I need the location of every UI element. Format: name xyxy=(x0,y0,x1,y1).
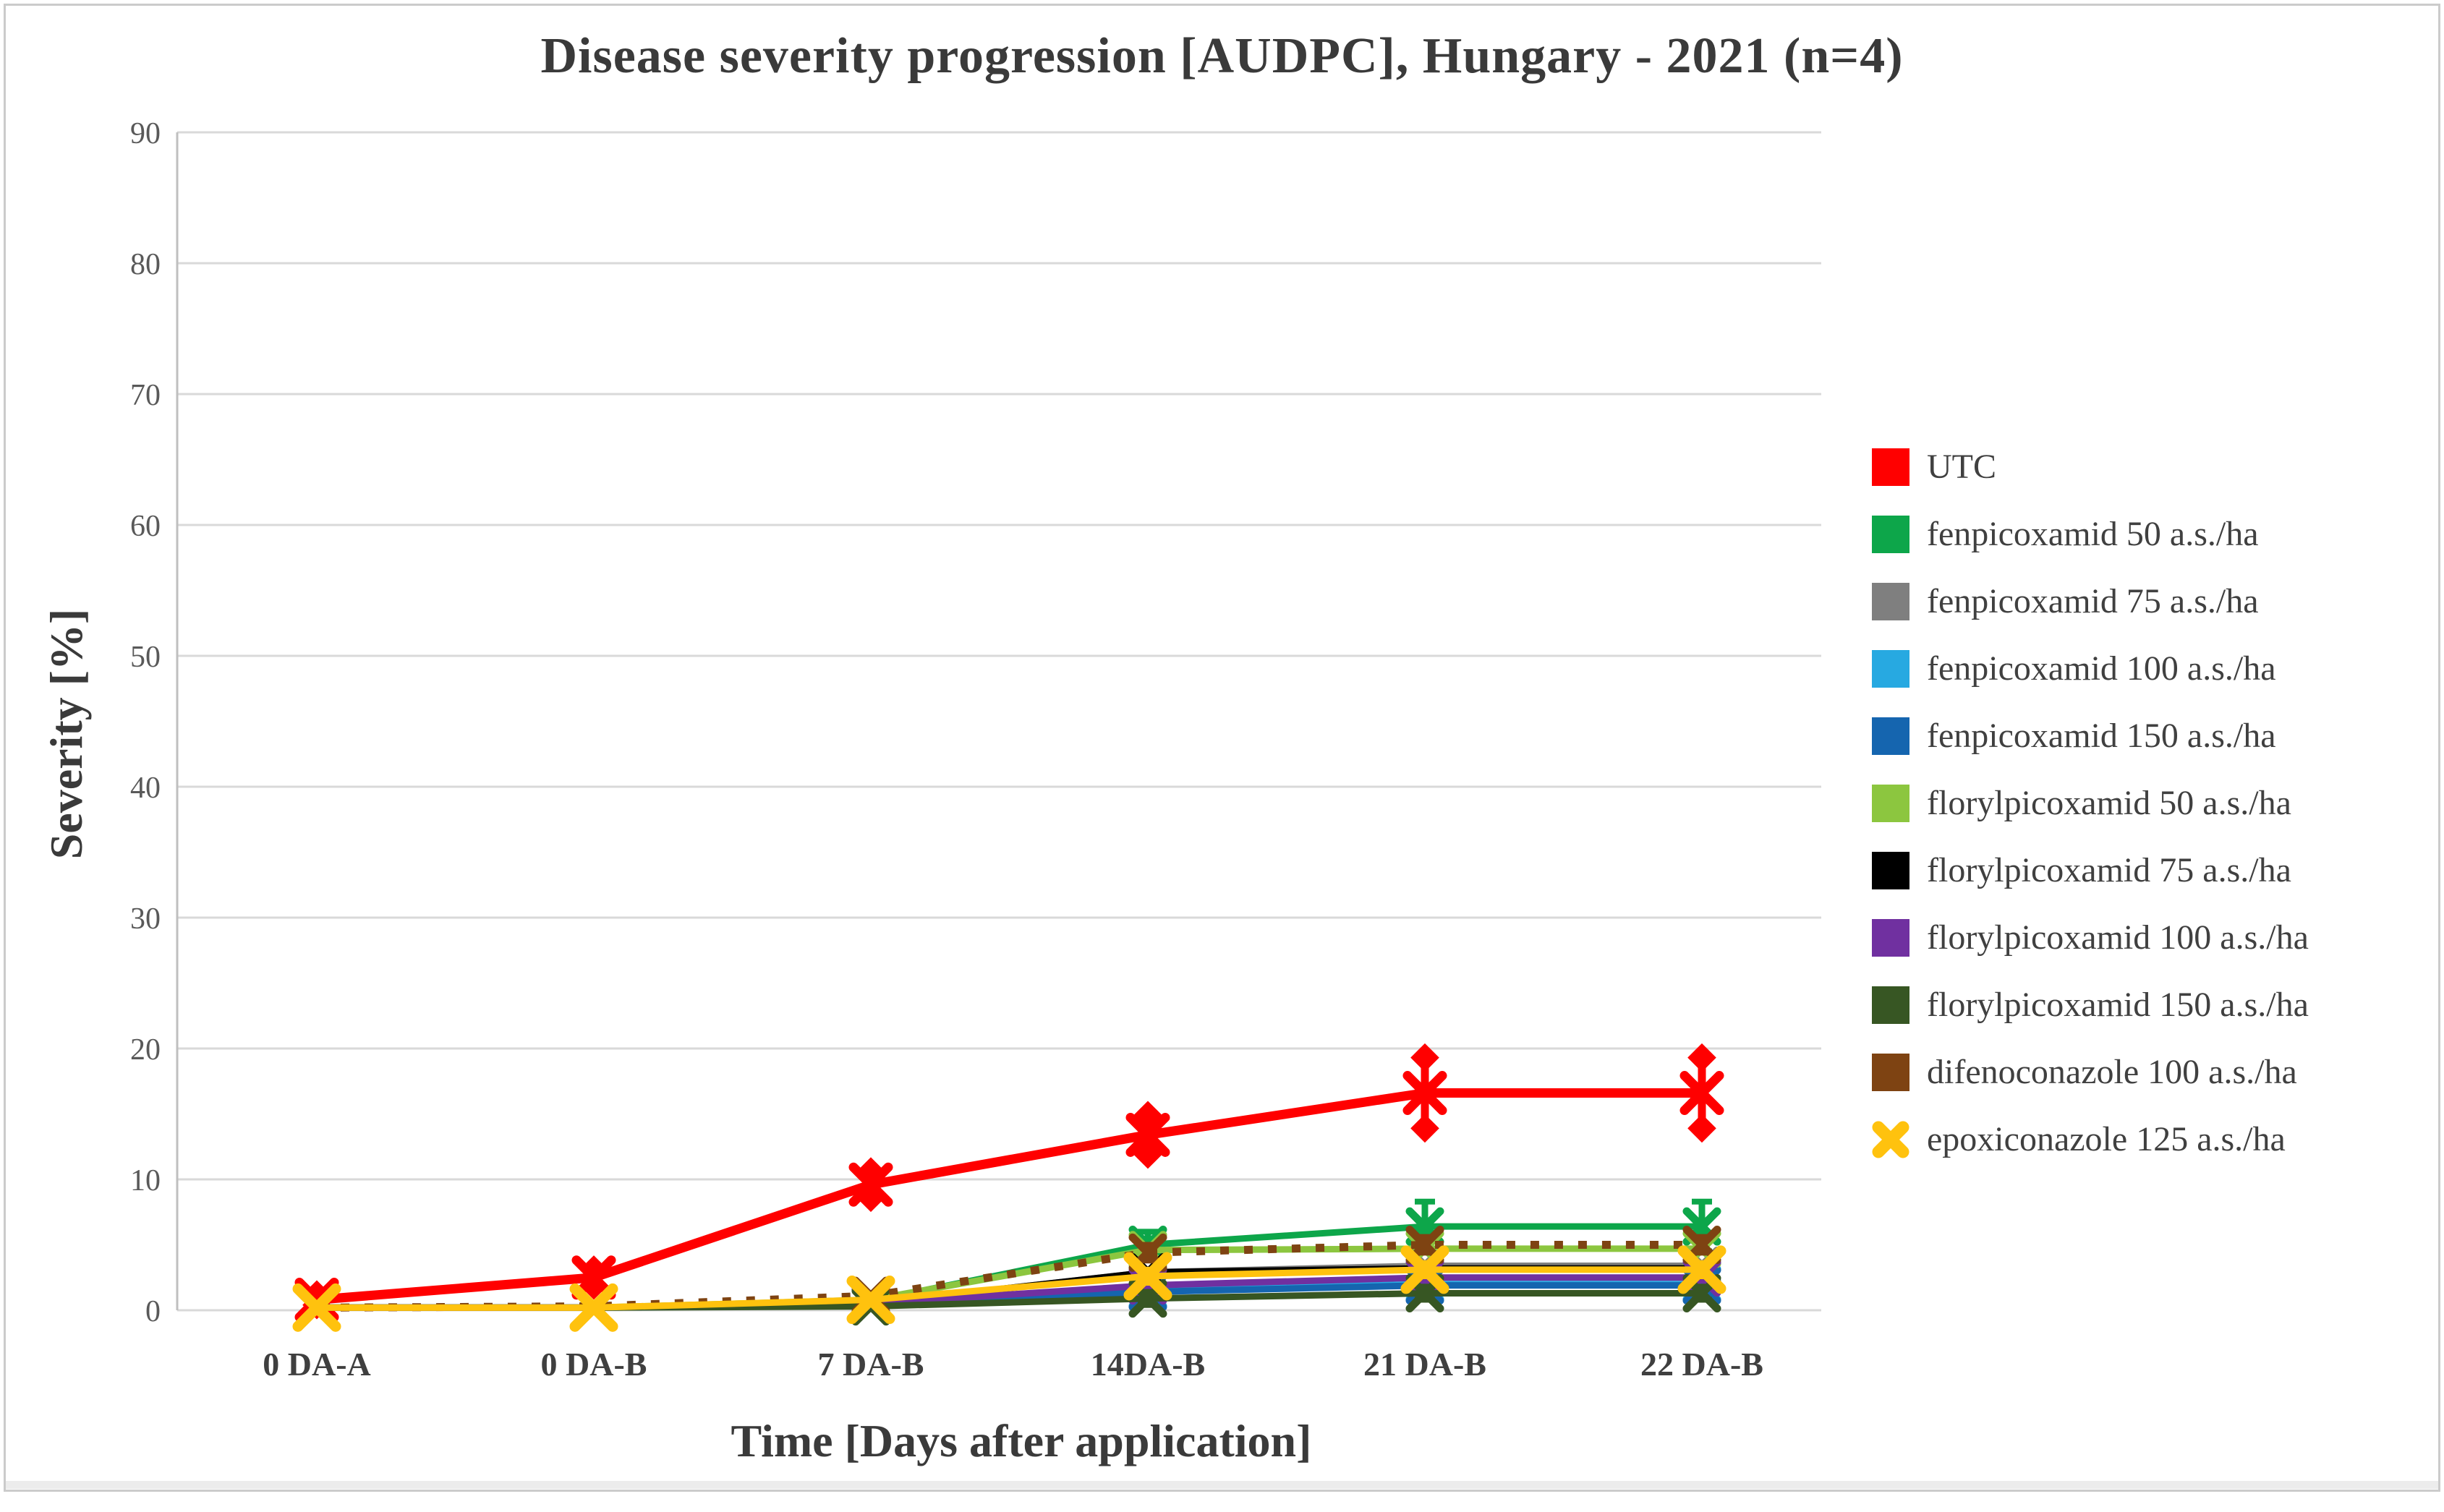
x-tick-label: 22 DA-B xyxy=(1640,1346,1763,1383)
legend: UTC fenpicoxamid 50 a.s./ha fenpicoxamid 7… xyxy=(1872,447,2309,1159)
legend-label: UTC xyxy=(1927,448,1996,486)
legend-label: difenoconazole 100 a.s./ha xyxy=(1927,1053,2297,1091)
y-tick-label: 40 xyxy=(130,772,161,805)
legend-swatch-icon xyxy=(1872,918,1909,957)
y-tick-label: 90 xyxy=(130,117,161,150)
x-marker-stroke xyxy=(1872,1121,1909,1158)
error-bar-cap xyxy=(1410,1114,1439,1143)
y-tick-label: 60 xyxy=(130,510,161,543)
legend-label: florylpicoxamid 150 a.s./ha xyxy=(1927,986,2309,1024)
legend-swatch-icon xyxy=(1872,582,1909,620)
series-utc xyxy=(294,1043,1724,1323)
legend-label: fenpicoxamid 150 a.s./ha xyxy=(1927,717,2276,755)
marker-x-icon xyxy=(846,1276,895,1325)
legend-item-fenpicoxamid-150: fenpicoxamid 150 a.s./ha xyxy=(1872,716,2309,756)
y-tick-label: 80 xyxy=(130,248,161,281)
legend-item-epoxiconazole-125: epoxiconazole 125 a.s./ha xyxy=(1872,1119,2309,1159)
x-tick-label: 7 DA-B xyxy=(818,1346,924,1383)
series-line-utc xyxy=(312,1088,1707,1305)
x-tick-label: 0 DA-B xyxy=(541,1346,647,1383)
marker-x-icon xyxy=(848,1162,893,1207)
legend-item-florylpicoxamid-75: florylpicoxamid 75 a.s./ha xyxy=(1872,850,2309,890)
legend-label: epoxiconazole 125 a.s./ha xyxy=(1927,1120,2286,1158)
x-tick-label: 14DA-B xyxy=(1091,1346,1205,1383)
error-bar-cap xyxy=(1687,1114,1716,1143)
y-tick-label: 20 xyxy=(130,1033,161,1067)
legend-item-florylpicoxamid-50: florylpicoxamid 50 a.s./ha xyxy=(1872,783,2309,823)
legend-swatch-icon xyxy=(1872,986,1909,1024)
legend-swatch-icon xyxy=(1872,784,1909,822)
x-axis-title: Time [Days after application] xyxy=(731,1415,1312,1466)
legend-swatch-icon xyxy=(1872,448,1909,486)
marker-x-icon xyxy=(1125,1112,1170,1157)
legend-item-fenpicoxamid-75: fenpicoxamid 75 a.s./ha xyxy=(1872,581,2309,621)
legend-swatch-icon xyxy=(1872,649,1909,688)
series-epoxiconazole-125 xyxy=(292,1245,1726,1332)
marker-x-icon xyxy=(1677,1245,1726,1294)
marker-x-icon xyxy=(1402,1071,1447,1116)
error-bar-cap xyxy=(1687,1043,1716,1072)
y-tick-label: 10 xyxy=(130,1164,161,1197)
legend-item-fenpicoxamid-50: fenpicoxamid 50 a.s./ha xyxy=(1872,514,2309,554)
legend-swatch-icon xyxy=(1872,515,1909,553)
legend-swatch-icon xyxy=(1872,1053,1909,1091)
y-tick-label: 50 xyxy=(130,641,161,674)
y-tick-label: 0 xyxy=(145,1295,161,1328)
legend-label: florylpicoxamid 100 a.s./ha xyxy=(1927,918,2309,957)
legend-item-florylpicoxamid-100: florylpicoxamid 100 a.s./ha xyxy=(1872,918,2309,957)
legend-item-difenoconazole-100: difenoconazole 100 a.s./ha xyxy=(1872,1052,2309,1092)
marker-x-icon xyxy=(569,1283,618,1332)
y-tick-label: 70 xyxy=(130,379,161,412)
legend-swatch-icon xyxy=(1872,717,1909,755)
y-tick-label: 30 xyxy=(130,902,161,936)
legend-label: fenpicoxamid 100 a.s./ha xyxy=(1927,649,2276,688)
legend-label: fenpicoxamid 50 a.s./ha xyxy=(1927,515,2259,553)
series-line-difenoconazole-100 xyxy=(316,1241,1702,1312)
error-bar-cap xyxy=(1410,1043,1439,1072)
legend-item-utc: UTC xyxy=(1872,447,2309,487)
figure-bottom-border xyxy=(6,1481,2438,1489)
legend-label: florylpicoxamid 75 a.s./ha xyxy=(1927,851,2291,889)
legend-swatch-icon xyxy=(1872,851,1909,889)
marker-x-icon xyxy=(294,1278,339,1323)
marker-x-icon xyxy=(1123,1252,1172,1301)
legend-item-fenpicoxamid-100: fenpicoxamid 100 a.s./ha xyxy=(1872,649,2309,688)
legend-x-marker-icon xyxy=(1872,1121,1909,1158)
chart-title: Disease severity progression [AUDPC], Hu… xyxy=(540,28,1904,84)
marker-x-icon xyxy=(1400,1245,1449,1294)
x-tick-label: 0 DA-A xyxy=(263,1346,370,1383)
marker-x-icon xyxy=(292,1283,341,1332)
legend-item-florylpicoxamid-150: florylpicoxamid 150 a.s./ha xyxy=(1872,985,2309,1025)
marker-x-icon xyxy=(1679,1071,1724,1116)
x-tick-label: 21 DA-B xyxy=(1363,1346,1486,1383)
legend-label: florylpicoxamid 50 a.s./ha xyxy=(1927,784,2291,822)
legend-label: fenpicoxamid 75 a.s./ha xyxy=(1927,582,2259,620)
series-line-epoxiconazole-125 xyxy=(313,1266,1706,1311)
